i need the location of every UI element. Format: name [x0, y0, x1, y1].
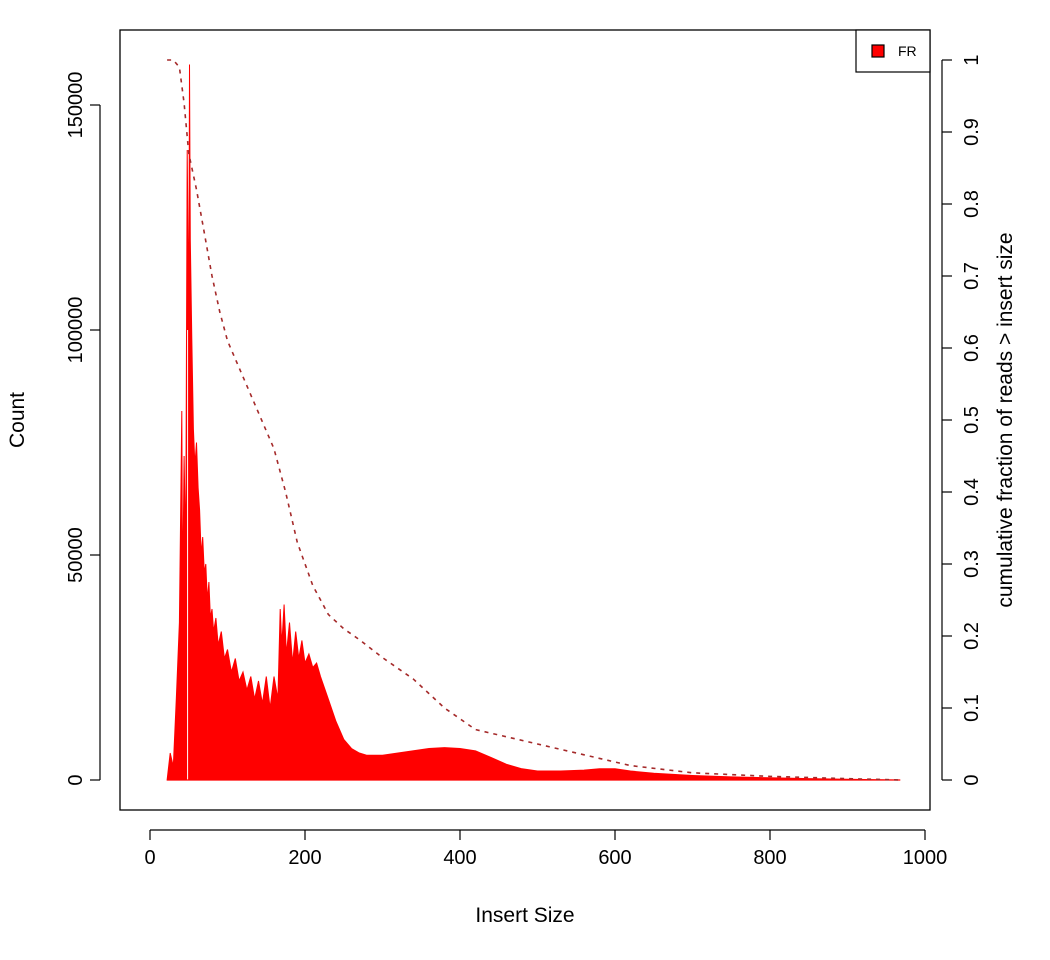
y2-tick-label: 0.5 [961, 406, 983, 434]
x-tick-label: 400 [443, 847, 476, 869]
plot-area [166, 59, 901, 781]
y2-tick-label: 0.8 [961, 190, 983, 218]
legend-swatch [871, 44, 885, 58]
x-axis-label: Insert Size [475, 904, 574, 927]
x-tick-label: 0 [144, 847, 155, 869]
y2-tick-label: 0.9 [961, 118, 983, 146]
y-tick-label: 0 [65, 774, 87, 785]
x-tick-label: 1000 [903, 847, 948, 869]
y2-tick-label: 0.2 [961, 622, 983, 650]
legend-label: FR [898, 43, 917, 59]
x-tick-label: 200 [288, 847, 321, 869]
y-axis-label: Count [6, 392, 29, 448]
y2-tick-label: 0.4 [961, 478, 983, 506]
y2-tick-label: 1 [961, 54, 983, 65]
y-tick-label: 50000 [65, 527, 87, 583]
plot-border [119, 29, 931, 811]
histogram-area-fr [166, 64, 901, 781]
cumulative-line [167, 59, 901, 781]
y2-tick-label: 0.3 [961, 550, 983, 578]
y-tick-label: 100000 [65, 297, 87, 364]
y2-tick-label: 0 [961, 774, 983, 785]
y2-tick-label: 0.6 [961, 334, 983, 362]
x-tick-label: 800 [753, 847, 786, 869]
y2-axis-label: cumulative fraction of reads > insert si… [994, 232, 1017, 607]
axes: 0 200 400 600 800 1000 0 50000 100000 150000 0 0.1 0… [65, 54, 983, 869]
legend: FR [855, 29, 931, 73]
y2-tick-label: 0.7 [961, 262, 983, 290]
x-tick-label: 600 [598, 847, 631, 869]
y-tick-label: 150000 [65, 72, 87, 139]
y2-tick-label: 0.1 [961, 694, 983, 722]
legend-box [855, 29, 931, 73]
